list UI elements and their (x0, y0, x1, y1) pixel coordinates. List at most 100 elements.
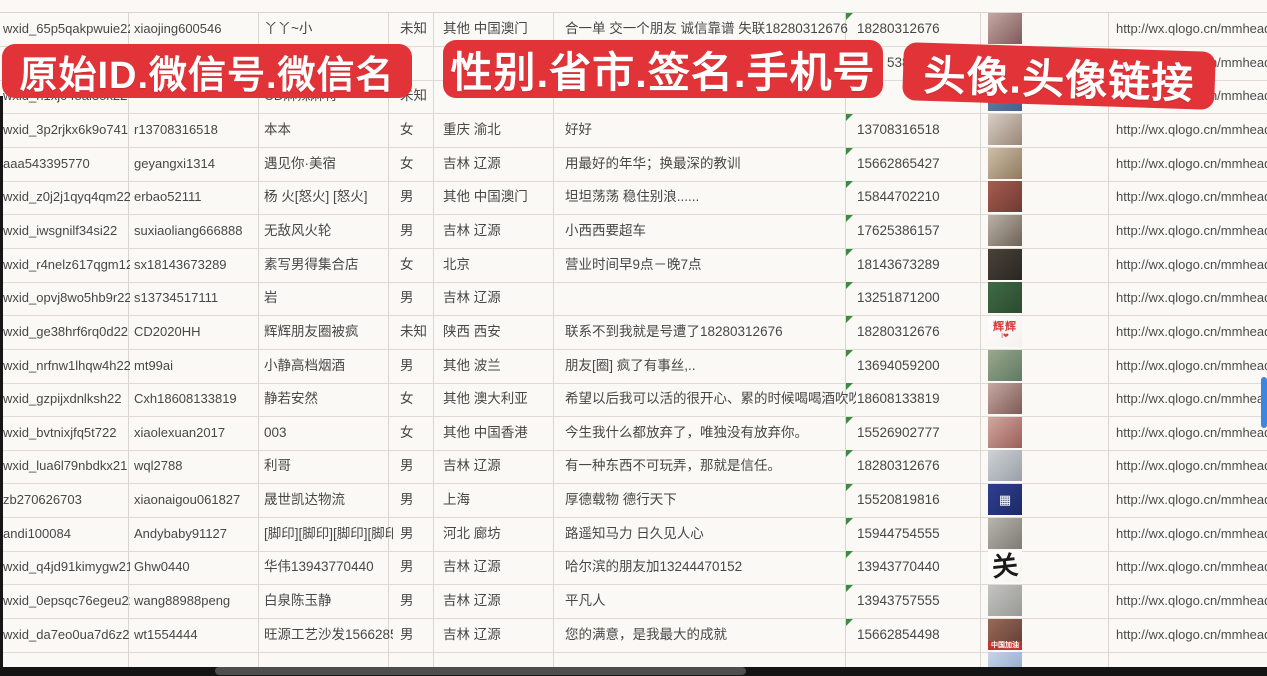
cell-wechat-name[interactable]: 辉辉朋友圈被疯 (264, 323, 359, 339)
cell-original-id[interactable]: wxid_nrfnw1lhqw4h22 (3, 357, 130, 373)
cell-original-id[interactable]: zb270626703 (3, 492, 82, 508)
cell-wechat-name[interactable]: 华伟13943770440 (264, 559, 374, 575)
cell-phone[interactable]: 13943757555 (857, 593, 940, 609)
cell-wechat-id[interactable]: CD2020HH (134, 323, 201, 339)
cell-original-id[interactable]: wxid_da7eo0ua7d6z22 (3, 626, 130, 642)
cell-wechat-id[interactable]: xiaonaigou061827 (134, 492, 241, 508)
cell-original-id[interactable]: wxid_65p5qakpwuie22 (3, 21, 130, 36)
cell-wechat-id[interactable]: xiaojing600546 (134, 21, 222, 36)
cell-avatar-link[interactable]: http://wx.qlogo.cn/mmhead (1116, 458, 1267, 474)
cell-avatar-link[interactable]: http://wx.qlogo.cn/mmhead (1116, 357, 1267, 373)
cell-gender[interactable]: 女 (400, 155, 414, 171)
cell-phone[interactable]: 18608133819 (857, 391, 940, 407)
cell-region[interactable]: 陕西 西安 (443, 323, 501, 339)
cell-wechat-name[interactable]: 利哥 (264, 458, 291, 474)
cell-wechat-name[interactable]: 遇见你·美宿 (264, 155, 336, 171)
cell-avatar-link[interactable]: http://wx.qlogo.cn/mmhead (1116, 492, 1267, 508)
cell-wechat-name[interactable]: 小静高档烟酒 (264, 357, 345, 373)
cell-original-id[interactable]: wxid_iwsgnilf34si22 (3, 222, 118, 238)
cell-gender[interactable]: 女 (400, 391, 414, 407)
cell-wechat-name[interactable]: 杨 火[怒火] [怒火] (264, 189, 368, 205)
cell-gender[interactable]: 男 (400, 357, 414, 373)
cell-original-id[interactable]: andi100084 (3, 525, 71, 541)
cell-avatar-link[interactable]: http://wx.qlogo.cn/mmhead (1116, 559, 1267, 575)
cell-original-id[interactable]: wxid_ge38hrf6rq0d22 (3, 323, 129, 339)
cell-wechat-id[interactable]: Andybaby91127 (134, 525, 228, 541)
cell-wechat-id[interactable]: s13734517111 (134, 290, 219, 306)
cell-gender[interactable]: 男 (400, 222, 414, 238)
cell-avatar-link[interactable]: http://wx.qlogo.cn/mmhead (1116, 323, 1267, 339)
cell-wechat-name[interactable]: 旺源工艺沙发15662854 (264, 626, 393, 642)
cell-region[interactable]: 吉林 辽源 (443, 593, 501, 609)
cell-avatar-link[interactable]: http://wx.qlogo.cn/mmhead (1116, 189, 1267, 205)
cell-region[interactable]: 河北 廊坊 (443, 525, 501, 541)
cell-region[interactable]: 吉林 辽源 (443, 155, 501, 171)
cell-signature[interactable]: 路遥知马力 日久见人心 (565, 525, 704, 541)
cell-avatar[interactable] (980, 349, 1107, 382)
cell-avatar[interactable] (980, 584, 1107, 617)
cell-region[interactable]: 其他 澳大利亚 (443, 391, 528, 407)
cell-original-id[interactable]: wxid_r4nelz617qgm12 (3, 256, 130, 272)
cell-gender[interactable]: 男 (400, 458, 414, 474)
cell-wechat-id[interactable]: wang88988peng (134, 593, 231, 609)
cell-signature[interactable]: 好好 (565, 121, 592, 137)
cell-phone[interactable]: 17625386157 (857, 222, 940, 238)
cell-avatar[interactable]: 辉辉 I❤ (980, 315, 1107, 348)
cell-signature[interactable]: 有一种东西不可玩弄，那就是信任。 (565, 458, 781, 474)
cell-signature[interactable]: 合一单 交一个朋友 诚信靠谱 失联18280312676 (565, 21, 848, 36)
cell-avatar-link[interactable]: http://wx.qlogo.cn/mmhead (1116, 155, 1267, 171)
cell-wechat-name[interactable]: 003 (264, 424, 287, 440)
cell-avatar[interactable] (980, 113, 1107, 146)
cell-gender[interactable]: 女 (400, 256, 414, 272)
cell-original-id[interactable]: wxid_bvtnixjfq5t722 (3, 424, 117, 440)
cell-signature[interactable]: 营业时间早9点－晚7点 (565, 256, 702, 272)
cell-avatar[interactable] (980, 214, 1107, 247)
cell-gender[interactable]: 男 (400, 189, 414, 205)
cell-gender[interactable]: 男 (400, 626, 414, 642)
cell-wechat-id[interactable]: xiaolexuan2017 (134, 424, 226, 440)
cell-phone[interactable]: 13708316518 (857, 121, 940, 137)
cell-original-id[interactable]: wxid_lua6l79nbdkx21 (3, 458, 128, 474)
cell-avatar-link[interactable]: http://wx.qlogo.cn/mmhead (1116, 525, 1267, 541)
cell-region[interactable]: 重庆 渝北 (443, 121, 501, 137)
cell-phone[interactable]: 18143673289 (857, 256, 940, 272)
cell-signature[interactable]: 今生我什么都放弃了，唯独没有放弃你。 (565, 424, 808, 440)
cell-original-id[interactable]: wxid_q4jd91kimygw21 (3, 559, 130, 575)
cell-signature[interactable]: 联系不到我就是号遭了18280312676 (565, 323, 783, 339)
cell-phone[interactable]: 18280312676 (857, 458, 940, 474)
cell-region[interactable]: 其他 中国香港 (443, 424, 528, 440)
cell-phone[interactable]: 13251871200 (857, 290, 940, 306)
cell-avatar[interactable] (980, 449, 1107, 482)
cell-wechat-id[interactable]: Cxh18608133819 (134, 391, 237, 407)
cell-wechat-id[interactable]: wql2788 (134, 458, 183, 474)
cell-avatar-link[interactable]: http://wx.qlogo.cn/mmhead (1116, 391, 1267, 407)
cell-avatar[interactable]: 中国加油 (980, 618, 1107, 651)
cell-avatar[interactable]: 关 (980, 550, 1107, 583)
cell-wechat-id[interactable]: Ghw0440 (134, 559, 190, 575)
vertical-scrollbar-thumb[interactable] (1261, 377, 1267, 428)
cell-gender[interactable]: 男 (400, 492, 414, 508)
cell-wechat-id[interactable]: sx18143673289 (134, 256, 227, 272)
cell-phone[interactable]: 18280312676 (857, 323, 940, 339)
cell-gender[interactable]: 未知 (400, 323, 427, 339)
cell-original-id[interactable]: wxid_opvj8wo5hb9r22 (3, 290, 130, 306)
cell-region[interactable]: 其他 中国澳门 (443, 21, 528, 36)
cell-wechat-name[interactable]: 静若安然 (264, 391, 318, 407)
cell-signature[interactable] (553, 281, 856, 314)
cell-region[interactable]: 吉林 辽源 (443, 458, 501, 474)
cell-original-id[interactable]: wxid_z0j2j1qyq4qm22 (3, 189, 130, 205)
cell-wechat-id[interactable]: wt1554444 (134, 626, 198, 642)
cell-avatar[interactable] (980, 281, 1107, 314)
cell-original-id[interactable]: wxid_3p2rjkx6k9o741 (3, 121, 129, 137)
cell-phone[interactable]: 15526902777 (857, 424, 940, 440)
cell-avatar[interactable] (980, 416, 1107, 449)
cell-original-id[interactable]: aaa543395770 (3, 155, 90, 171)
cell-wechat-name[interactable]: 无敌风火轮 (264, 222, 332, 238)
cell-signature[interactable]: 哈尔滨的朋友加13244470152 (565, 559, 743, 575)
cell-avatar[interactable] (980, 12, 1107, 45)
cell-region[interactable]: 其他 波兰 (443, 357, 501, 373)
cell-gender[interactable]: 男 (400, 525, 414, 541)
cell-signature[interactable]: 厚德载物 德行天下 (565, 492, 677, 508)
cell-avatar[interactable] (980, 180, 1107, 213)
cell-signature[interactable]: 坦坦荡荡 稳住别浪...... (565, 189, 700, 205)
